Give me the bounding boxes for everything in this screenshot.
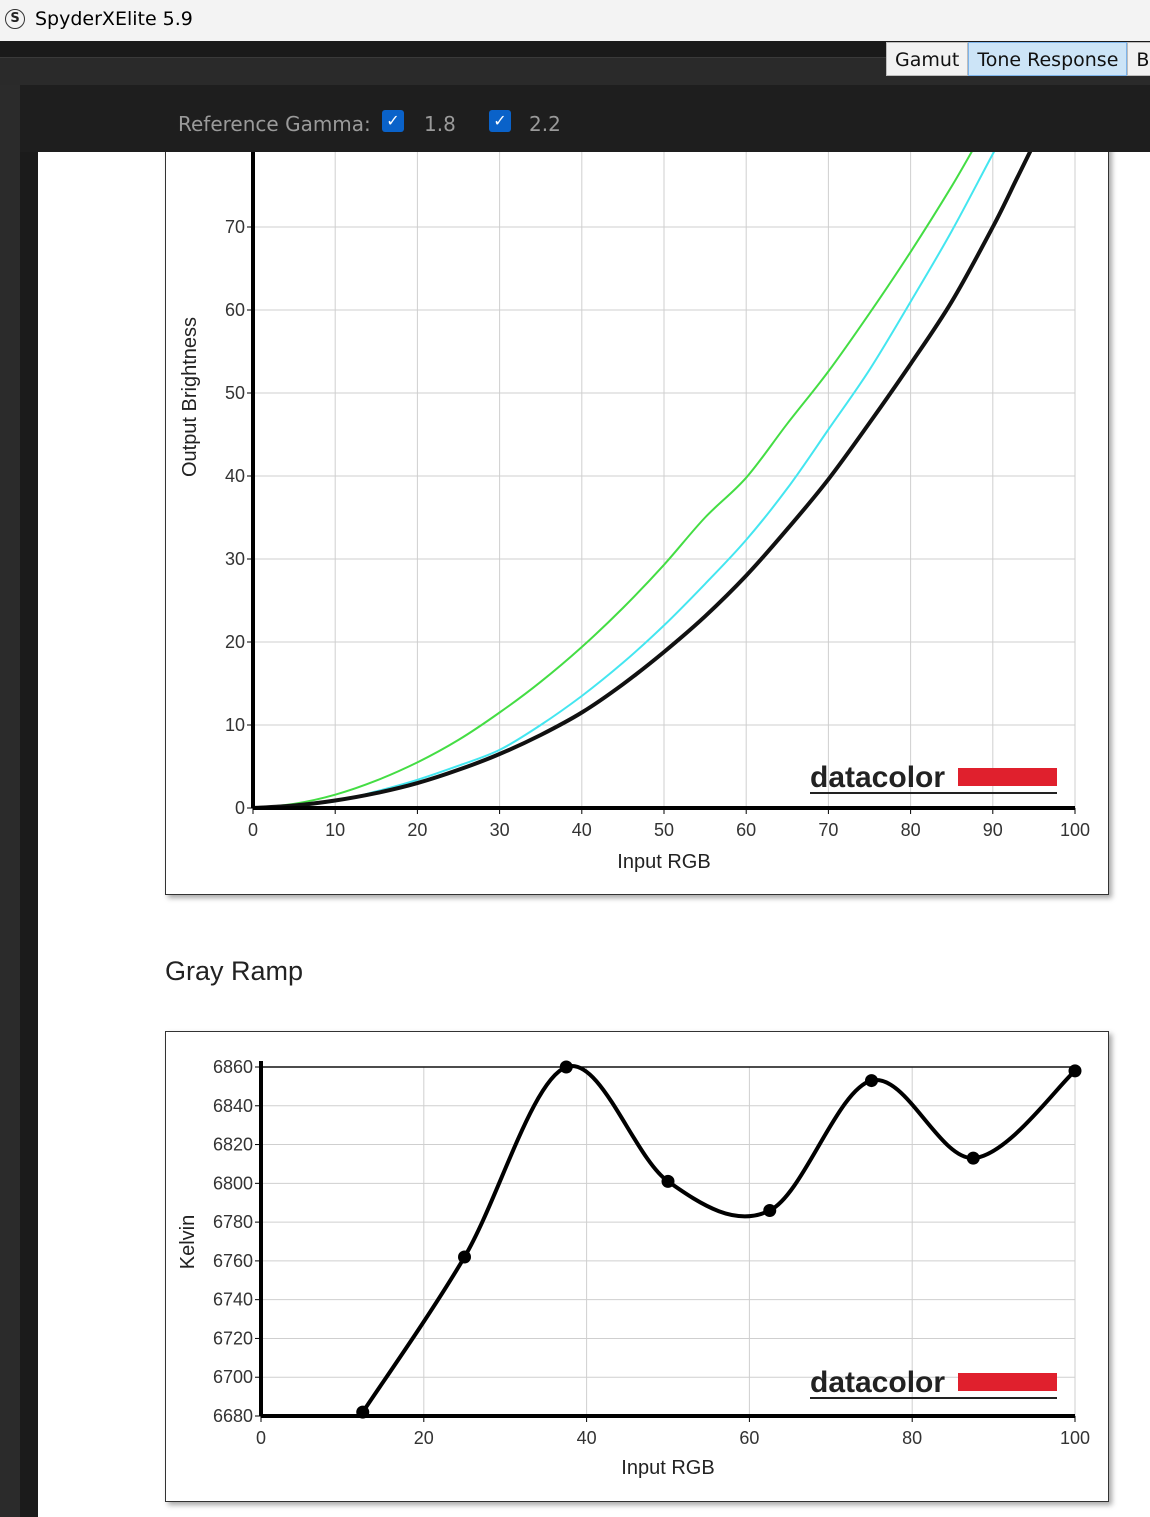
y-tick-label: 6780 — [213, 1212, 253, 1232]
app-icon: S — [5, 9, 25, 29]
series-line — [253, 152, 1033, 808]
datacolor-logo-bar — [958, 768, 1057, 786]
gray-ramp-chart: 0 20 40 60 80 100 6680 6700 6720 6740 6760 6780 6800… — [177, 1057, 1090, 1479]
x-tick-label: 40 — [577, 1428, 597, 1448]
y-tick-label: 6720 — [213, 1328, 253, 1348]
data-point — [661, 1174, 675, 1188]
datacolor-logo-bar — [958, 1373, 1057, 1391]
reference-gamma-label: Reference Gamma: — [178, 112, 371, 136]
data-point — [458, 1250, 471, 1264]
x-tick-label: 100 — [1060, 1428, 1090, 1448]
x-tick-label: 90 — [983, 820, 1003, 840]
x-tick-label: 60 — [739, 1428, 759, 1448]
title-bar: S SpyderXElite 5.9 — [0, 0, 1150, 41]
x-tick-label: 50 — [654, 820, 674, 840]
y-tick-label: 6840 — [213, 1096, 253, 1116]
gamma-1-8-label: 1.8 — [424, 112, 456, 136]
y-tick-label: 6760 — [213, 1251, 253, 1271]
x-tick-label: 20 — [407, 820, 427, 840]
x-tick-label: 70 — [818, 820, 838, 840]
tab-tone-response[interactable]: Tone Response — [968, 42, 1128, 76]
gamma-2-2-label: 2.2 — [529, 112, 561, 136]
datacolor-logo-text: datacolor — [810, 1366, 945, 1399]
data-point — [865, 1074, 878, 1088]
x-tick-label: 40 — [572, 820, 592, 840]
x-axis-label: Input RGB — [621, 1457, 714, 1479]
y-tick-label: 60 — [225, 300, 245, 320]
x-tick-label: 30 — [490, 820, 510, 840]
data-point — [966, 1151, 980, 1165]
y-tick-label: 6700 — [213, 1367, 253, 1387]
data-point — [559, 1060, 573, 1074]
y-tick-label: 40 — [225, 466, 245, 486]
x-axis-label: Input RGB — [617, 851, 710, 873]
series-line — [253, 152, 996, 808]
x-tick-label: 20 — [414, 1428, 434, 1448]
left-border — [0, 85, 20, 1517]
y-tick-label: 20 — [225, 632, 245, 652]
y-axis-label: Output Brightness — [179, 317, 201, 477]
tab-bar: Gamut Tone Response Bri — [886, 42, 1150, 76]
reference-gamma-bar — [20, 85, 1150, 152]
window-title: SpyderXElite 5.9 — [35, 8, 193, 30]
x-tick-label: 10 — [325, 820, 345, 840]
series-line — [253, 152, 973, 808]
data-point — [1068, 1064, 1082, 1078]
tone-response-chart: 0 10 20 30 40 50 60 70 80 90 100 0 10 20 30 40 50 60 70 Inp… — [179, 152, 1090, 873]
gray-ramp-title: Gray Ramp — [165, 956, 304, 986]
y-tick-label: 70 — [225, 217, 245, 237]
y-tick-label: 0 — [235, 798, 245, 818]
tab-brightness[interactable]: Bri — [1127, 42, 1150, 76]
x-tick-label: 0 — [248, 820, 258, 840]
data-point — [763, 1203, 777, 1217]
series-line — [361, 1064, 1075, 1414]
gray-ramp-chart-box: 0 20 40 60 80 100 6680 6700 6720 6740 6760 6780 6800… — [165, 1031, 1109, 1502]
y-axis-label: Kelvin — [177, 1215, 199, 1269]
x-tick-label: 80 — [901, 820, 921, 840]
y-tick-label: 10 — [225, 715, 245, 735]
tone-response-chart-box: 0 10 20 30 40 50 60 70 80 90 100 0 10 20 30 40 50 60 70 Inp… — [165, 152, 1109, 895]
x-tick-label: 0 — [256, 1428, 266, 1448]
y-tick-label: 50 — [225, 383, 245, 403]
report-content[interactable]: 0 10 20 30 40 50 60 70 80 90 100 0 10 20 30 40 50 60 70 Inp… — [38, 152, 1150, 1517]
y-tick-label: 6680 — [213, 1406, 253, 1426]
tab-gamut[interactable]: Gamut — [886, 42, 969, 76]
gamma-1-8-checkbox[interactable]: ✓ — [382, 110, 404, 132]
y-tick-label: 6820 — [213, 1135, 253, 1155]
y-tick-label: 6860 — [213, 1057, 253, 1077]
x-tick-label: 100 — [1060, 820, 1090, 840]
datacolor-logo-text: datacolor — [810, 761, 945, 794]
y-tick-label: 6740 — [213, 1290, 253, 1310]
gamma-2-2-checkbox[interactable]: ✓ — [489, 110, 511, 132]
x-tick-label: 80 — [902, 1428, 922, 1448]
y-tick-label: 6800 — [213, 1173, 253, 1193]
x-tick-label: 60 — [736, 820, 756, 840]
y-tick-label: 30 — [225, 549, 245, 569]
